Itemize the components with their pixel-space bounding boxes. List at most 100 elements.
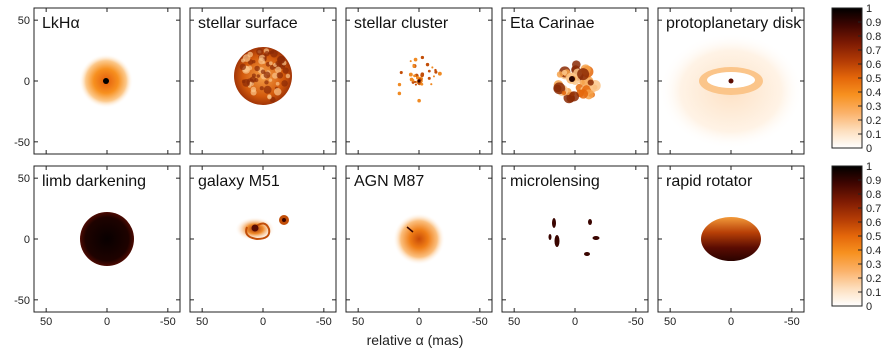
colorbar-2: 1 0.9 0.8 0.7 0.6 0.5 0.4 0.3 0.2 0.1 0 <box>831 161 881 313</box>
panel-title: galaxy M51 <box>198 173 280 190</box>
colorbars-layer: 1 0.9 0.8 0.7 0.6 0.5 0.4 0.3 0.2 0.1 0 1 0.9 0.8 0.7 0… <box>831 3 881 313</box>
panel-lkha: 50 0 -50 LkHα <box>14 7 181 155</box>
panel-title: microlensing <box>510 173 600 190</box>
granule <box>264 80 269 85</box>
colorbar-tick-label: 0.4 <box>866 87 881 99</box>
granule <box>285 73 291 79</box>
cluster-star <box>431 66 434 69</box>
cluster-star <box>417 98 421 103</box>
image-protoplanetary-disk <box>659 33 803 149</box>
lensed-image <box>554 235 560 247</box>
y-tick-label: 50 <box>18 15 30 27</box>
colorbar-tick-label: 0.1 <box>866 287 881 299</box>
agn-emission <box>393 213 445 265</box>
image-rapid-rotator <box>701 217 761 261</box>
panel-stellar-surface: stellar surface <box>189 7 337 155</box>
granule <box>263 85 272 94</box>
x-tick-label: 50 <box>352 316 364 328</box>
granule <box>259 86 264 91</box>
cluster-star <box>414 83 417 86</box>
x-tick-label: -50 <box>628 316 644 328</box>
panel-title: stellar cluster <box>354 15 449 32</box>
granule <box>276 72 284 79</box>
panel-title: AGN M87 <box>354 173 424 190</box>
cluster-core <box>417 79 421 83</box>
oblate-stellar-disk <box>701 217 761 261</box>
granule <box>239 63 247 71</box>
granule <box>263 71 271 79</box>
panel-agn-m87: 50 0 -50 AGN M87 <box>345 165 493 328</box>
colorbar-tick-label: 0.3 <box>866 101 881 113</box>
granule <box>258 57 265 65</box>
cluster-star <box>412 63 415 67</box>
cluster-star <box>399 70 403 75</box>
nebula-core <box>569 76 575 82</box>
spiral-arm <box>245 222 271 241</box>
panel-background <box>502 166 648 312</box>
x-tick-label: 0 <box>572 316 578 328</box>
x-tick-label: -50 <box>316 316 332 328</box>
granule <box>241 58 246 63</box>
cluster-star <box>434 68 437 72</box>
central-star <box>728 78 734 84</box>
colorbar-tick-label: 0.3 <box>866 259 881 271</box>
granule <box>275 60 281 66</box>
cluster-star <box>420 82 424 86</box>
panel-title: LkHα <box>42 15 80 32</box>
granule <box>273 88 282 96</box>
cluster-star <box>432 75 435 78</box>
lensed-image <box>584 252 590 256</box>
lensed-image <box>552 218 556 228</box>
granule <box>256 48 264 56</box>
cluster-star <box>430 83 433 86</box>
cluster-star <box>425 62 430 67</box>
granule <box>267 94 272 99</box>
nebula-clump <box>568 91 580 102</box>
panel-galaxy-m51: 50 0 -50 galaxy M51 <box>189 165 337 328</box>
granule <box>281 80 288 87</box>
cluster-star <box>397 82 402 87</box>
image-agn-m87 <box>393 213 445 265</box>
colorbar-tick-label: 0.7 <box>866 203 881 215</box>
limb-darkened-disk <box>80 212 134 266</box>
x-tick-label: -50 <box>472 316 488 328</box>
colorbar-tick-label: 0.2 <box>866 273 881 285</box>
colorbar-tick-label: 0.5 <box>866 73 881 85</box>
colorbar-tick-label: 0 <box>866 143 872 155</box>
colorbar-gradient <box>831 165 863 307</box>
colorbar-tick-label: 0.7 <box>866 45 881 57</box>
colorbar-tick-label: 0.6 <box>866 217 881 229</box>
image-stellar-surface <box>234 47 292 105</box>
granule <box>256 74 261 78</box>
colorbar-tick-label: 0.5 <box>866 231 881 243</box>
cluster-star <box>434 70 438 74</box>
x-tick-label: -50 <box>784 316 800 328</box>
x-tick-label: 0 <box>260 316 266 328</box>
nebula-clump <box>578 89 589 99</box>
x-tick-label: 50 <box>196 316 208 328</box>
cluster-star <box>408 72 413 77</box>
colorbar-tick-label: 0.8 <box>866 31 881 43</box>
panel-microlensing: 50 0 -50 microlensing <box>501 165 649 328</box>
cluster-star <box>413 74 417 78</box>
galaxy-nucleus <box>251 224 259 232</box>
granule <box>274 66 282 74</box>
nebula-clump <box>561 90 567 96</box>
panels-layer: 50 0 -50 LkHα stellar surface stellar cluster… <box>14 7 805 328</box>
panel-stellar-cluster: stellar cluster <box>345 7 493 155</box>
granule <box>252 59 256 64</box>
x-tick-label: 0 <box>104 316 110 328</box>
panel-title: stellar surface <box>198 15 298 32</box>
cluster-star <box>411 78 415 82</box>
colorbar-gradient <box>831 7 863 149</box>
panel-protoplanetary-disk: protoplanetary disk <box>657 7 805 155</box>
granule <box>268 61 273 66</box>
granule <box>250 86 257 93</box>
image-lkha <box>79 54 133 108</box>
granule <box>270 50 274 54</box>
cluster-star <box>397 91 402 96</box>
colorbar-tick-label: 0.4 <box>866 245 881 257</box>
nebula-clump <box>556 71 564 78</box>
y-tick-label: -50 <box>14 295 30 307</box>
granule <box>264 51 270 57</box>
